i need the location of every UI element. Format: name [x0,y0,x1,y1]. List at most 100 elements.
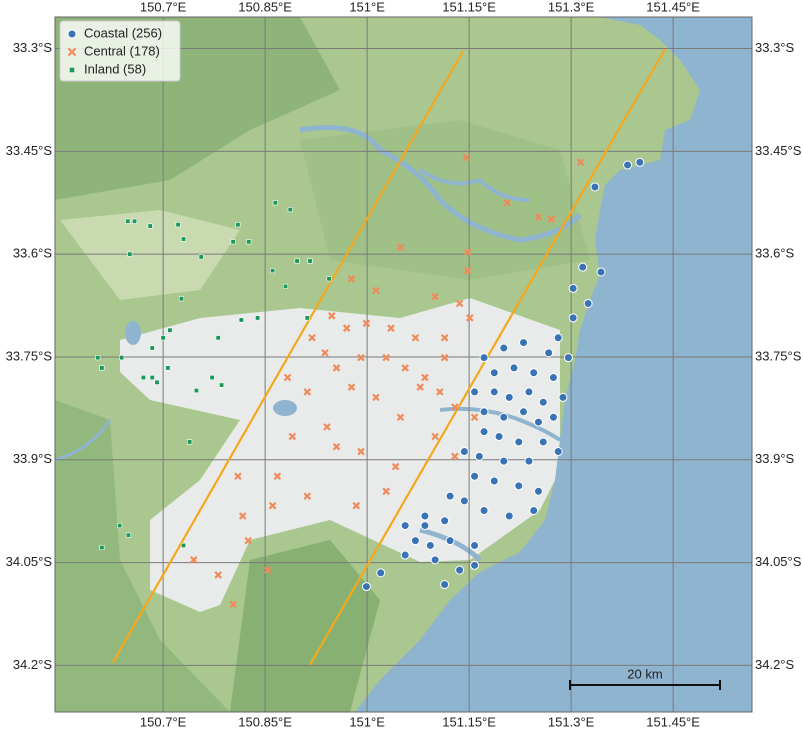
point [568,283,578,293]
point [132,218,138,224]
legend [59,20,181,82]
point [451,452,459,461]
point [548,373,558,383]
point [273,472,282,480]
point [504,511,514,521]
x-tick-label: 150.7°E [140,0,187,14]
x-tick-label: 150.7°E [140,714,187,729]
point [99,544,105,551]
legend-label: Central (178) [84,43,160,58]
point [391,462,400,471]
point [445,536,455,546]
y-tick-label: 33.9°S [755,451,795,466]
legend-box [59,20,181,82]
point [411,333,420,342]
y-tick-label: 33.6°S [13,246,53,261]
point [479,407,489,417]
point [215,335,221,341]
point [396,243,405,252]
point [401,364,409,372]
y-tick-label: 33.45°S [755,143,802,158]
point [440,516,450,526]
point [538,397,548,407]
point [175,222,181,228]
point [425,540,435,550]
point [264,566,272,574]
point [361,582,371,592]
point [479,427,489,437]
point [238,512,247,520]
point [533,417,543,427]
point [578,262,588,272]
point [372,286,380,295]
point [421,373,429,382]
point [160,335,166,341]
point [563,353,573,363]
point [234,472,242,480]
y-tick-label: 33.6°S [755,246,795,261]
point [119,355,125,361]
point [489,476,499,486]
point [553,447,563,457]
point [504,392,514,402]
point [187,439,193,445]
point [178,296,185,302]
point [544,348,554,358]
point [154,379,160,385]
point [494,431,504,441]
x-tick-label: 151°E [349,714,385,729]
x-tick-label: 151.15°E [442,714,496,729]
point [209,374,215,381]
point [445,491,455,501]
point [219,382,225,388]
point [382,487,390,496]
legend-label: Inland (58) [84,61,146,76]
point [568,313,578,323]
point [596,267,606,277]
point [246,239,252,245]
point [382,353,390,362]
scale-bar: 20 km [569,666,721,690]
point [270,268,276,274]
point [347,275,356,283]
point [440,333,449,342]
point [466,314,474,322]
point [529,368,539,378]
point [327,312,336,320]
point [125,218,131,224]
y-tick-label: 34.05°S [6,554,53,569]
legend-marker [67,47,77,57]
x-tick-label: 151.45°E [646,0,700,14]
point [288,432,297,441]
point [303,388,312,396]
legend-label: Coastal (256) [84,25,162,40]
point [576,158,585,167]
point [533,486,543,496]
point [479,505,489,515]
y-tick-label: 33.3°S [755,40,795,55]
point [149,345,155,351]
y-tick-label: 33.45°S [6,143,53,158]
point [180,542,187,548]
point [524,387,534,397]
scale-bar-label: 20 km [627,666,662,681]
x-tick-label: 150.85°E [238,0,292,14]
point [509,363,519,373]
point [514,437,524,447]
point [282,283,289,289]
point [352,501,361,510]
point [304,315,310,321]
frame [54,16,753,713]
point [470,413,479,422]
point [524,456,534,466]
point [553,333,563,343]
point [308,333,316,342]
legend-marker [69,67,75,73]
point [499,343,509,353]
point [623,160,633,170]
point [95,355,101,361]
point [590,182,600,192]
point [189,556,198,564]
points [95,153,645,609]
